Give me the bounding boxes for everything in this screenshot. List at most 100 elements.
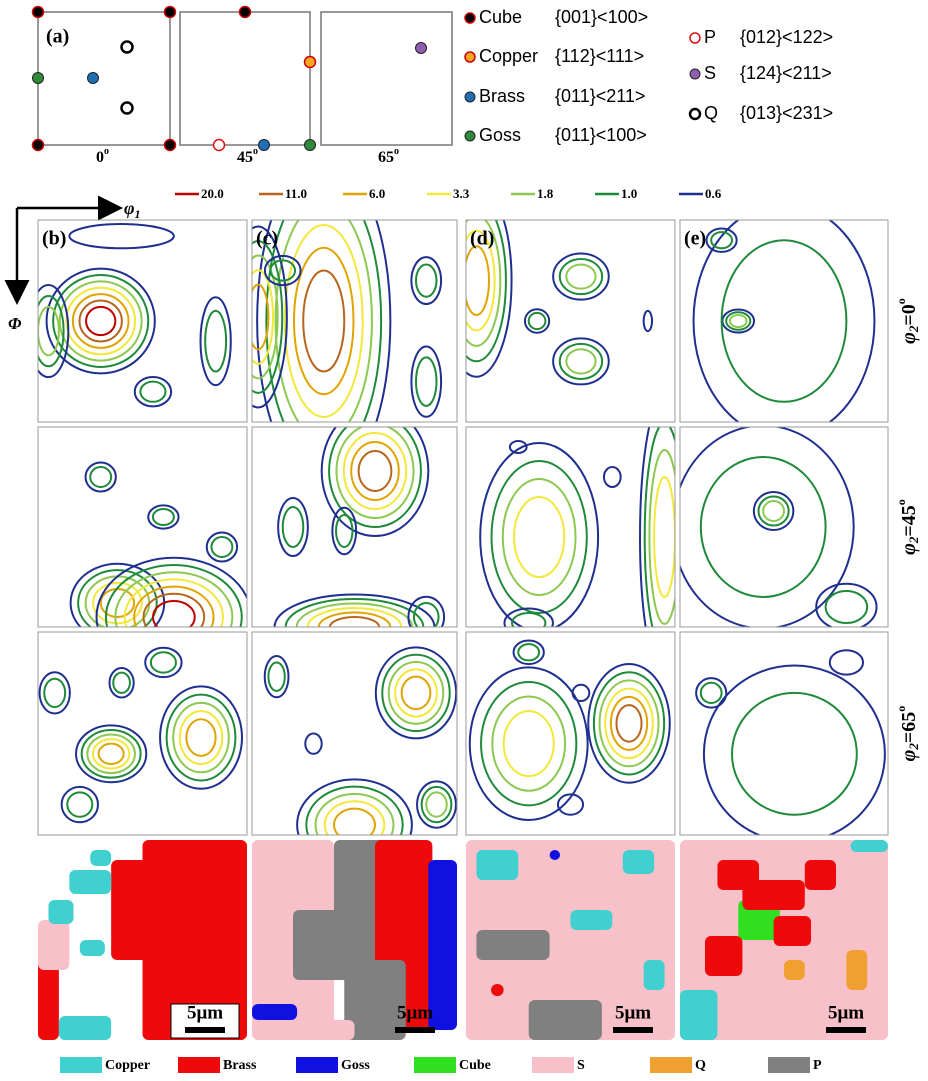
axis-symbol: φ — [124, 198, 135, 218]
key-name: Cube — [479, 7, 522, 27]
contour-line — [654, 477, 675, 597]
odf-section — [252, 632, 457, 870]
odf-section — [680, 632, 888, 842]
contour-line — [518, 644, 539, 660]
key-indices: {112}<111> — [555, 46, 644, 66]
grain — [846, 950, 867, 990]
contour-line — [66, 288, 135, 354]
phase-label: Cube — [459, 1058, 491, 1073]
contours — [275, 406, 445, 660]
contour-line — [153, 601, 195, 633]
grain — [742, 880, 804, 910]
level-label: 20.0 — [201, 186, 224, 201]
contour-line — [125, 579, 223, 654]
odf-section — [38, 427, 251, 676]
contour-line — [359, 451, 392, 491]
contour-line — [99, 744, 124, 764]
section-frame — [466, 632, 675, 835]
key-name: S — [704, 63, 716, 83]
grain — [529, 1000, 602, 1040]
key-indices: {001}<100> — [555, 7, 648, 27]
contour-line — [417, 781, 456, 827]
key-box — [180, 12, 310, 145]
contour-line — [113, 673, 130, 693]
contour-line — [173, 703, 229, 772]
phase-label: S — [577, 1058, 585, 1073]
contour-line — [644, 311, 652, 331]
orientation-marker — [416, 43, 427, 54]
contour-line — [303, 271, 344, 372]
key-indices: {012}<122> — [740, 27, 833, 47]
level-label: 11.0 — [285, 186, 307, 201]
grain — [38, 920, 69, 970]
contour-line — [553, 254, 609, 300]
panel-label: (e) — [684, 228, 706, 250]
contour-line — [266, 180, 381, 463]
contour-line — [640, 396, 689, 678]
row-symbol: φ — [898, 750, 920, 762]
level-label: 0.6 — [705, 186, 722, 201]
contour-line — [529, 313, 546, 329]
contour-line — [480, 443, 598, 631]
grain — [571, 910, 613, 930]
key-indices: {013}<231> — [740, 103, 833, 123]
odf-section — [29, 220, 247, 422]
row-symbol: φ — [898, 543, 920, 555]
contour-line — [73, 294, 129, 348]
grain — [851, 840, 888, 852]
contours — [673, 426, 877, 631]
orientation-marker — [88, 73, 99, 84]
contour-line — [82, 730, 141, 778]
orientation-marker — [240, 7, 251, 18]
angle-value: 0 — [96, 149, 104, 166]
key-marker — [465, 52, 475, 62]
contour-line — [604, 467, 621, 487]
contour-line — [566, 264, 595, 288]
contour-line — [389, 662, 444, 724]
contour-line — [447, 200, 506, 361]
contour-line — [87, 735, 135, 774]
contour-line — [701, 683, 722, 703]
contour-line — [826, 591, 868, 623]
contour-line — [722, 240, 847, 402]
contour-line — [305, 734, 321, 754]
contour-line — [711, 232, 732, 248]
grain — [680, 990, 717, 1040]
grain — [80, 940, 105, 956]
contour-line — [90, 467, 111, 487]
contour-line — [481, 682, 576, 805]
orientation-marker — [165, 7, 176, 18]
grain — [491, 984, 504, 996]
key-marker — [690, 109, 700, 119]
panel-label: (a) — [46, 26, 69, 48]
row-label: φ2=45o — [894, 499, 921, 555]
axis-label: φ1 — [124, 198, 141, 221]
odf-section — [466, 632, 675, 835]
key-name: P — [704, 27, 716, 47]
contour-line — [605, 689, 653, 758]
level-label: 1.8 — [537, 186, 554, 201]
contour-line — [283, 507, 304, 547]
contours — [265, 647, 456, 870]
contours — [470, 641, 670, 820]
contour-line — [167, 695, 236, 781]
grain — [644, 960, 665, 990]
contour-line — [151, 652, 176, 672]
contour-line — [186, 719, 215, 756]
odf-section — [229, 157, 457, 485]
key-indices: {124}<211> — [740, 63, 832, 83]
phase-swatch — [296, 1057, 338, 1073]
contour-line — [553, 338, 609, 384]
contours — [229, 157, 441, 485]
phase-swatch — [178, 1057, 220, 1073]
row-sup: o — [894, 706, 908, 712]
contour-line — [416, 357, 437, 405]
contour-line — [504, 711, 554, 776]
odf-section — [466, 396, 689, 678]
angle-label: 65o — [378, 146, 399, 165]
contour-line — [205, 311, 226, 372]
key-name: Q — [704, 103, 718, 123]
key-marker — [465, 131, 475, 141]
orientation-marker — [214, 140, 225, 151]
key-marker — [690, 69, 700, 79]
